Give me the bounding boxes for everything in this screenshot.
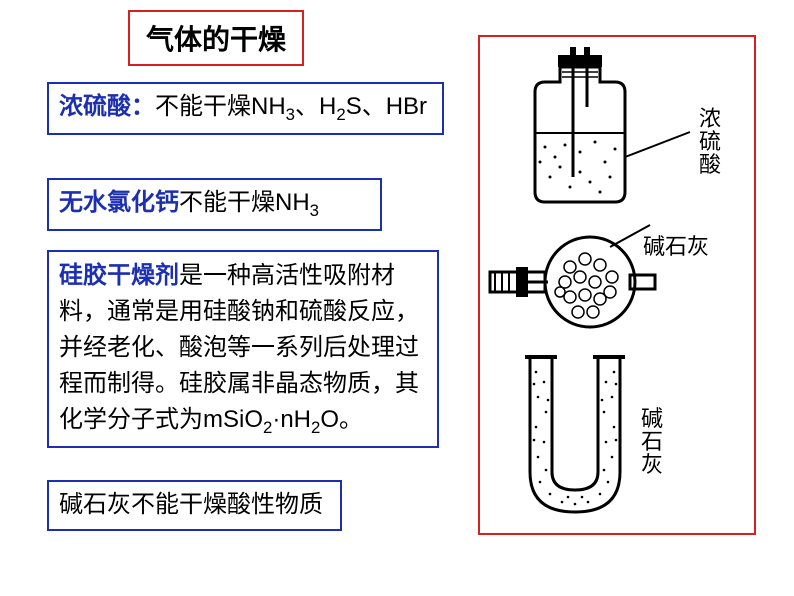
apparatus-diagram: 浓 硫 酸 碱石灰 碱 石 灰 bbox=[478, 35, 756, 535]
label-sulfuric-acid: 浓 硫 酸 bbox=[698, 107, 722, 176]
s: 3 bbox=[310, 201, 319, 220]
label-soda-lime-utube: 碱 石 灰 bbox=[640, 407, 664, 476]
s: 3 bbox=[286, 105, 295, 124]
title-text: 气体的干燥 bbox=[146, 24, 286, 55]
t: 、 bbox=[295, 93, 319, 120]
highlight: 浓硫酸： bbox=[59, 93, 155, 120]
highlight: 无水氯化钙 bbox=[59, 189, 179, 216]
t: 不能干燥NH bbox=[179, 189, 310, 216]
t: S、HBr bbox=[346, 93, 427, 120]
t: 碱石灰不能干燥酸性物质 bbox=[59, 491, 323, 518]
label-soda-lime-bulb: 碱石灰 bbox=[643, 229, 709, 261]
s: 2 bbox=[336, 105, 345, 124]
s: 2 bbox=[311, 418, 320, 437]
t: O。 bbox=[320, 406, 363, 433]
calcium-chloride-box: 无水氯化钙不能干燥NH3 bbox=[47, 178, 382, 231]
u-tube-icon bbox=[480, 342, 758, 532]
soda-lime-box: 碱石灰不能干燥酸性物质 bbox=[47, 480, 342, 531]
bulb-icon bbox=[480, 217, 758, 347]
silica-gel-box: 硅胶干燥剂是一种高活性吸附材料，通常是用硅酸钠和硫酸反应，并经老化、酸泡等一系列… bbox=[47, 250, 439, 448]
s: 2 bbox=[263, 418, 272, 437]
highlight: 硅胶干燥剂 bbox=[59, 262, 179, 289]
t: 不能干燥NH bbox=[155, 93, 286, 120]
t: ·nH bbox=[272, 406, 311, 433]
title-box: 气体的干燥 bbox=[128, 10, 304, 66]
sulfuric-acid-box: 浓硫酸：不能干燥NH3、H2S、HBr bbox=[47, 82, 444, 135]
t: H bbox=[319, 93, 336, 120]
